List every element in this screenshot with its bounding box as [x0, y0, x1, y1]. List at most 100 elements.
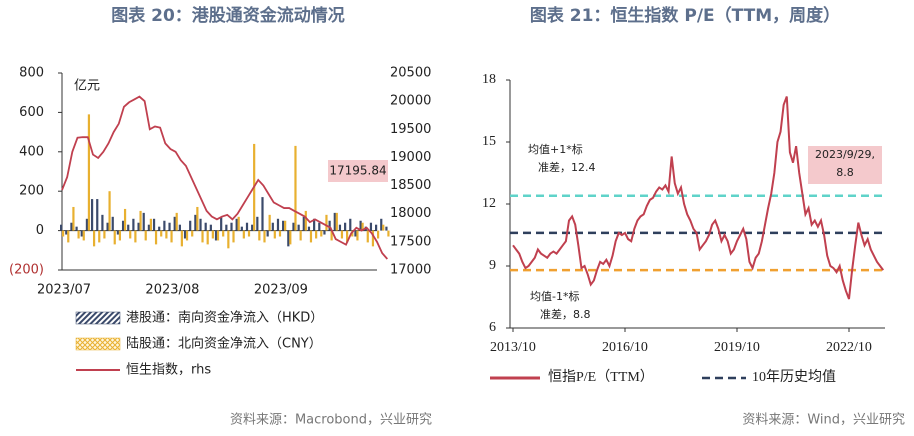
annotation: 8.8: [836, 166, 854, 179]
bar: [170, 230, 173, 243]
bar: [240, 226, 243, 231]
bar: [168, 222, 171, 231]
bar: [349, 218, 352, 231]
annotation-box: [328, 160, 388, 182]
bar: [108, 191, 111, 231]
legend-swatch: [75, 311, 121, 325]
bar: [113, 230, 116, 245]
bar: [165, 230, 168, 239]
bar: [87, 114, 91, 231]
y-tick-label: 200: [19, 184, 44, 199]
y2-tick-label: 18500: [390, 178, 431, 193]
bar: [282, 220, 285, 231]
bar: [227, 230, 230, 249]
bar: [328, 220, 331, 231]
bar: [60, 224, 63, 231]
bar: [284, 220, 287, 231]
bar: [144, 230, 147, 241]
bar: [75, 226, 78, 231]
bar: [67, 230, 70, 243]
bar: [377, 230, 380, 239]
annotation: 均值-1*标: [530, 289, 579, 303]
chart-title: 图表 21：恒生指数 P/E（TTM，周度）: [530, 5, 840, 26]
line: [512, 96, 885, 300]
bar: [80, 230, 83, 237]
bar: [338, 224, 342, 231]
y2-tick-label: 19500: [390, 122, 431, 137]
bar: [149, 218, 152, 231]
bar: [235, 218, 238, 231]
legend-label: 港股通：南向资金净流入（HKD）: [126, 310, 323, 326]
bar: [185, 230, 189, 241]
annotation: 准差，12.4: [538, 160, 596, 174]
legend-label: 恒指P/E（TTM）: [548, 369, 654, 385]
bar: [147, 224, 150, 231]
y-tick-label: (200): [9, 263, 44, 278]
bar: [380, 218, 383, 231]
annotation: 均值+1*标: [528, 142, 583, 156]
bar: [371, 230, 375, 247]
bar: [315, 230, 318, 239]
bar: [132, 218, 135, 231]
bar: [297, 224, 300, 231]
bar: [85, 218, 89, 231]
y2-tick-label: 19000: [390, 150, 431, 165]
bar: [366, 230, 369, 243]
y2-tick-label: 20500: [390, 66, 431, 81]
bar: [121, 220, 125, 231]
bar: [263, 230, 266, 243]
bar: [222, 230, 225, 237]
bar: [237, 216, 240, 231]
bar: [118, 230, 122, 241]
legend-label: 陆股通：北向资金净流入（CNY）: [126, 336, 322, 352]
bar: [209, 224, 212, 231]
bar: [178, 224, 181, 231]
bar: [220, 216, 223, 231]
bar: [206, 230, 209, 245]
bar: [304, 210, 307, 231]
bar: [309, 230, 313, 243]
bar: [137, 222, 140, 231]
bar: [158, 226, 161, 231]
x-tick-label: 2022/10: [826, 340, 872, 355]
bar: [271, 222, 274, 231]
bar: [183, 230, 187, 239]
bar: [266, 230, 269, 237]
bar: [191, 230, 194, 237]
bar: [247, 230, 251, 237]
y-tick-label: 12: [482, 196, 496, 211]
x-tick-label: 2023/07: [37, 283, 91, 298]
bar: [307, 226, 311, 231]
bar: [230, 222, 233, 231]
bar: [196, 206, 199, 231]
bar: [194, 214, 197, 231]
bar: [351, 230, 354, 237]
bar: [180, 230, 183, 247]
annotation: 准差，8.8: [540, 307, 591, 321]
y-tick-label: 400: [19, 144, 44, 159]
bar: [261, 197, 264, 231]
bar: [375, 224, 378, 231]
bar: [72, 206, 75, 231]
x-tick-label: 2023/09: [254, 283, 308, 298]
annotation: 2023/9/29,: [815, 148, 875, 161]
bar: [70, 222, 73, 231]
bar: [111, 216, 114, 231]
bar: [101, 214, 104, 231]
bar: [199, 218, 202, 231]
bar: [242, 230, 245, 239]
x-tick-label: 2016/10: [602, 340, 648, 355]
y2-tick-label: 18000: [390, 206, 431, 221]
chart-title: 图表 20：港股通资金流动情况: [111, 5, 345, 26]
annotation: 17195.84: [329, 164, 386, 178]
legend-label: 恒生指数，rhs: [126, 363, 211, 378]
source: 资料来源：Wind，兴业研究: [742, 413, 905, 428]
bar: [142, 212, 145, 231]
bar: [211, 230, 214, 239]
y2-tick-label: 17000: [390, 263, 431, 278]
y-tick-label: 0: [36, 223, 44, 238]
bar: [225, 224, 228, 231]
y-tick-label: 18: [482, 72, 496, 87]
bar: [82, 230, 85, 241]
bar: [359, 220, 362, 231]
